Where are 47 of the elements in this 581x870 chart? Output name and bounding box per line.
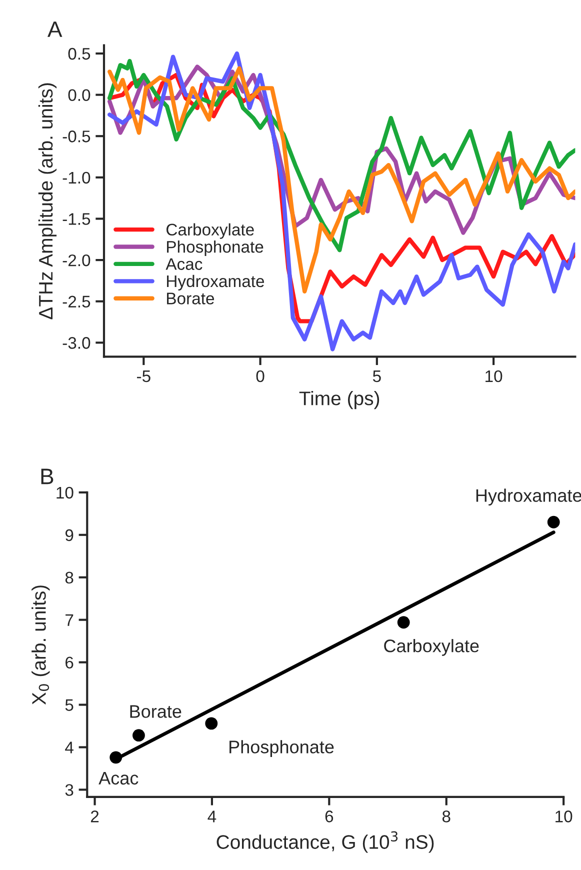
x-tick-label: 10 — [556, 810, 572, 822]
annotation: Borate — [130, 705, 182, 718]
y-tick-label: 0.5 — [68, 48, 90, 60]
y-tick-label: 0.0 — [68, 89, 90, 102]
y-tick-label: 8 — [65, 572, 74, 584]
legend-label: Hydroxamate — [167, 274, 264, 290]
y-tick-label: -0.5 — [62, 130, 90, 142]
y-tick-label: -1.0 — [62, 172, 90, 184]
x-tick-label: 10 — [486, 370, 502, 382]
x-tick-label: 0 — [256, 370, 264, 382]
legend-label: Borate — [167, 292, 214, 304]
chart-title: B — [41, 468, 54, 484]
legend-label: Acac — [166, 258, 202, 270]
x-tick-label: 4 — [208, 810, 216, 822]
y-axis-title: ΔTHz Amplitude (arb. units) — [38, 83, 57, 320]
y-axis-title: X$_{0}$ (arb. units) — [32, 586, 50, 705]
x-tick-label: -5 — [136, 370, 150, 382]
point — [205, 717, 218, 730]
y-tick-label: 10 — [56, 486, 74, 499]
y-tick-label: -3.0 — [62, 337, 90, 349]
y-tick-label: 6 — [66, 656, 74, 668]
annotation: Carboxylate — [384, 639, 479, 656]
y-tick-label: 3 — [65, 784, 74, 796]
legend-label: Carboxylate — [166, 223, 254, 239]
x-axis-title: Time (ps) — [299, 390, 380, 410]
annotation: Hydroxamate — [476, 488, 581, 506]
line-series — [108, 51, 576, 352]
x-tick-label: 6 — [325, 810, 334, 822]
y-tick-label: 4 — [65, 742, 74, 754]
x-tick-label: 2 — [90, 810, 99, 822]
y-tick-label: 9 — [65, 529, 74, 542]
x-tick-label: 5 — [372, 370, 381, 382]
legend-label: Phosphonate — [167, 240, 264, 256]
annotation: Acac — [98, 772, 138, 785]
annotation: Phosphonate — [230, 740, 334, 757]
point — [397, 616, 410, 629]
y-tick-label: -2.0 — [62, 254, 90, 266]
y-tick-label: 5 — [65, 699, 74, 711]
x-tick-label: 8 — [442, 810, 450, 822]
x-axis-title: Conductance, G (10$^{3}$ nS) — [216, 831, 434, 853]
point — [547, 516, 560, 528]
y-tick-label: -1.5 — [62, 213, 90, 225]
point — [110, 751, 122, 764]
point — [132, 729, 145, 742]
y-tick-label: -2.5 — [62, 296, 90, 308]
chart-title: A — [48, 22, 62, 37]
y-tick-label: 7 — [66, 614, 74, 626]
